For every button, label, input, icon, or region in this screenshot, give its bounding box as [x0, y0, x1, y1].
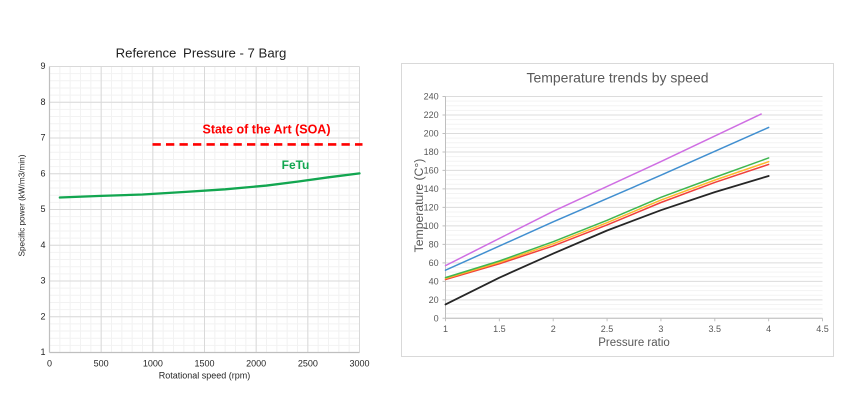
svg-text:1000: 1000	[143, 359, 163, 369]
svg-text:0: 0	[434, 313, 439, 323]
svg-text:5: 5	[40, 204, 45, 214]
svg-text:2000: 2000	[246, 359, 266, 369]
svg-text:80: 80	[429, 239, 439, 249]
svg-text:3000: 3000	[349, 359, 369, 369]
svg-text:2: 2	[40, 311, 45, 321]
svg-text:220: 220	[424, 110, 439, 120]
svg-text:6: 6	[40, 168, 45, 178]
svg-text:Reference Pressure - 7 Barg: Reference Pressure - 7 Barg	[116, 46, 287, 61]
svg-text:4.5: 4.5	[816, 324, 829, 334]
svg-text:3.5: 3.5	[709, 324, 722, 334]
svg-text:20: 20	[429, 295, 439, 305]
svg-text:8: 8	[40, 97, 45, 107]
svg-text:2.5: 2.5	[601, 324, 614, 334]
svg-text:FeTu: FeTu	[282, 158, 310, 172]
svg-text:Specific power (kW/m3/min): Specific power (kW/m3/min)	[18, 154, 27, 256]
svg-text:120: 120	[424, 202, 439, 212]
svg-text:9: 9	[40, 61, 45, 71]
svg-text:4: 4	[40, 240, 45, 250]
svg-text:140: 140	[424, 184, 439, 194]
svg-text:Rotational speed (rpm): Rotational speed (rpm)	[159, 371, 251, 381]
svg-text:2: 2	[551, 324, 556, 334]
svg-text:240: 240	[424, 92, 439, 102]
svg-text:Temperature trends by speed: Temperature trends by speed	[526, 70, 708, 86]
svg-text:3: 3	[40, 276, 45, 286]
svg-text:4: 4	[766, 324, 771, 334]
svg-text:1: 1	[443, 324, 448, 334]
svg-text:1500: 1500	[194, 359, 214, 369]
svg-text:2500: 2500	[298, 359, 318, 369]
svg-text:100: 100	[424, 221, 439, 231]
svg-text:60: 60	[429, 258, 439, 268]
svg-text:180: 180	[424, 147, 439, 157]
svg-text:500: 500	[94, 359, 109, 369]
svg-text:3: 3	[658, 324, 663, 334]
svg-text:1.5: 1.5	[493, 324, 506, 334]
svg-text:State of the Art (SOA): State of the Art (SOA)	[202, 123, 330, 137]
svg-text:Pressure ratio: Pressure ratio	[598, 337, 670, 349]
svg-text:160: 160	[424, 165, 439, 175]
svg-text:1: 1	[40, 347, 45, 357]
svg-text:40: 40	[429, 276, 439, 286]
svg-text:200: 200	[424, 128, 439, 138]
svg-text:Temperature (C°): Temperature (C°)	[412, 159, 426, 253]
svg-text:7: 7	[40, 133, 45, 143]
svg-text:0: 0	[47, 359, 52, 369]
